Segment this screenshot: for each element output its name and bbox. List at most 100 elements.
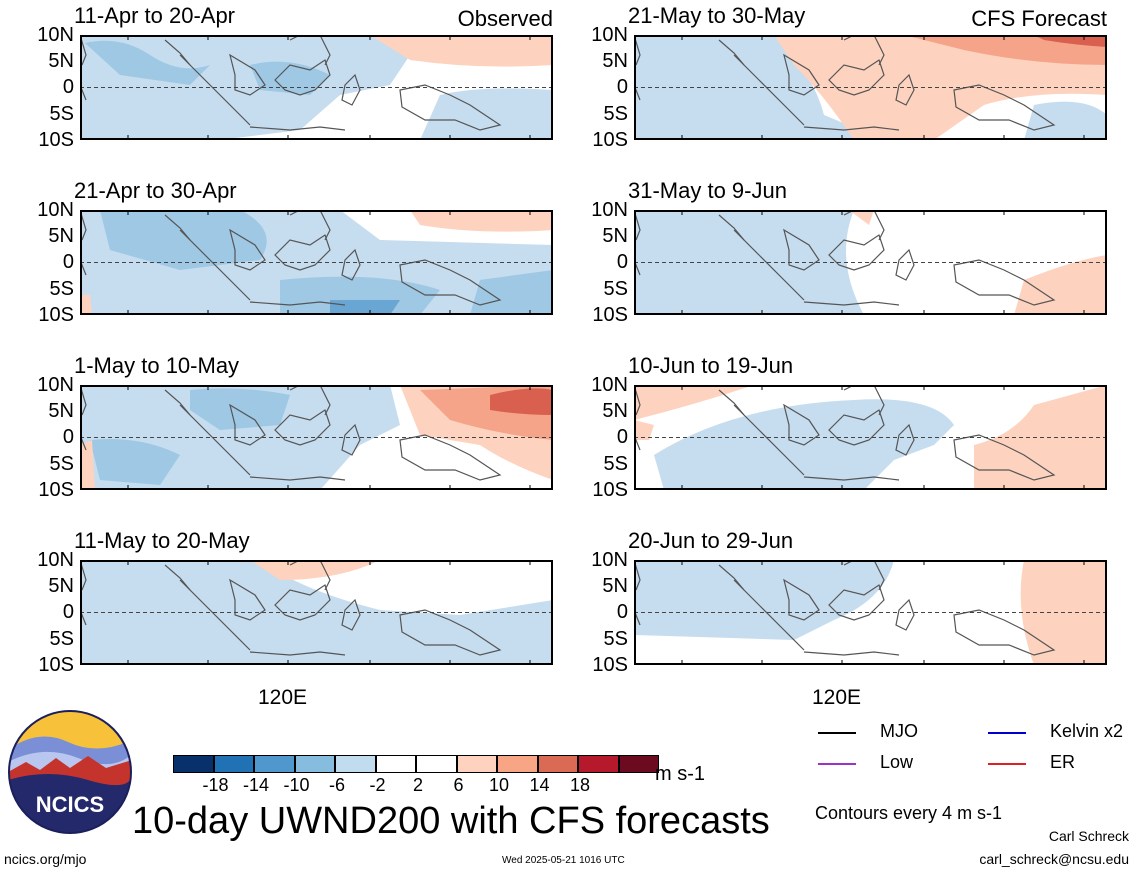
- lat-label: 10N: [591, 199, 628, 221]
- coastline: [229, 228, 266, 271]
- coastline: [341, 423, 361, 456]
- coastline: [249, 126, 346, 131]
- wind-anomaly-region: [100, 210, 267, 270]
- legend-line: [988, 732, 1026, 734]
- lat-label: 10S: [38, 479, 74, 501]
- legend-line: [818, 732, 856, 734]
- coastline: [895, 598, 915, 631]
- lat-label: 10S: [38, 129, 74, 151]
- coastline: [953, 609, 1056, 656]
- panel-title: 21-Apr to 30-Apr: [74, 178, 237, 203]
- coastline: [229, 578, 266, 621]
- lat-label: 5S: [603, 453, 628, 475]
- colorbar-swatch: [416, 755, 457, 773]
- colorbar-swatch: [173, 755, 214, 773]
- coastline: [895, 248, 915, 281]
- colorbar-swatch: [335, 755, 376, 773]
- lat-label: 5S: [603, 278, 628, 300]
- logo-text: NCICS: [36, 792, 104, 817]
- colorbar-tick-label: 2: [412, 775, 424, 795]
- coastline: [249, 301, 346, 306]
- coastline: [319, 35, 331, 66]
- footer-timestamp: Wed 2025-05-21 1016 UTC: [502, 855, 625, 866]
- coastline: [164, 389, 191, 416]
- colorbar-tick-label: -18: [202, 775, 229, 795]
- panel-frame: [80, 210, 553, 315]
- legend-line: [818, 763, 856, 765]
- map-panel: [634, 385, 1107, 490]
- colorbar-swatch: [497, 755, 538, 773]
- coastline: [895, 423, 915, 456]
- panel-frame: [634, 560, 1107, 665]
- coastline: [274, 59, 331, 96]
- legend-line: [988, 763, 1026, 765]
- coastline: [319, 385, 331, 416]
- lat-label: 10N: [37, 24, 74, 46]
- coastline: [733, 404, 805, 476]
- colorbar-unit: m s-1: [655, 763, 705, 785]
- wind-anomaly-region: [410, 210, 553, 232]
- wind-anomaly-region: [634, 420, 654, 440]
- lat-label: 0: [62, 601, 74, 623]
- coastline: [718, 39, 745, 66]
- coastline: [783, 228, 820, 271]
- panel-tag: CFS Forecast: [971, 6, 1107, 31]
- coastline: [873, 385, 885, 416]
- wind-anomaly-region: [849, 210, 874, 225]
- coastline: [783, 578, 820, 621]
- coastline: [803, 301, 900, 306]
- coastline: [718, 214, 745, 241]
- contours-note: Contours every 4 m s-1: [815, 803, 1003, 823]
- colorbar-swatch: [537, 755, 578, 773]
- main-title: 10-day UWND200 with CFS forecasts: [132, 800, 770, 842]
- coastline: [179, 54, 251, 126]
- wind-anomaly-region: [634, 35, 884, 140]
- lat-label: 5N: [602, 400, 628, 422]
- wind-anomaly-region: [370, 35, 553, 67]
- wind-anomaly-region: [80, 295, 92, 315]
- map-panel: [634, 560, 1107, 665]
- wind-anomaly-region: [85, 40, 210, 85]
- wind-anomaly-region: [1034, 35, 1107, 47]
- map-panel: [634, 210, 1107, 315]
- coastline: [718, 564, 745, 591]
- coastline: [274, 584, 331, 621]
- colorbar-tick-label: -2: [369, 775, 386, 795]
- map-panel: [80, 35, 553, 140]
- coastline: [828, 234, 885, 271]
- coastline: [733, 54, 805, 126]
- coastline: [179, 579, 251, 651]
- lat-label: 0: [616, 426, 628, 448]
- coastline: [733, 579, 805, 651]
- lat-label: 10S: [38, 304, 74, 326]
- legend-label: Low: [880, 752, 914, 772]
- map-panel: [80, 210, 553, 315]
- colorbar-swatch: [456, 755, 497, 773]
- lat-label: 0: [616, 76, 628, 98]
- lat-label: 0: [62, 426, 74, 448]
- coastline: [399, 609, 502, 656]
- colorbar-tick-label: 14: [529, 775, 550, 795]
- wind-anomaly-region: [80, 440, 95, 490]
- coastline: [828, 584, 885, 621]
- panel-title: 11-Apr to 20-Apr: [74, 3, 236, 28]
- lat-label: 10S: [592, 304, 628, 326]
- coastline: [164, 564, 191, 591]
- lat-label: 5N: [48, 400, 74, 422]
- panel-title: 1-May to 10-May: [74, 353, 240, 378]
- lat-label: 10N: [37, 199, 74, 221]
- colorbar-swatch: [213, 755, 254, 773]
- wind-anomaly-region: [490, 388, 553, 415]
- lat-label: 10S: [592, 654, 628, 676]
- coastline: [895, 73, 915, 106]
- coastline: [718, 389, 745, 416]
- colorbar-tick-label: 10: [488, 775, 510, 795]
- coastline: [341, 598, 361, 631]
- wind-anomaly-region: [1014, 255, 1107, 315]
- coastline: [828, 59, 885, 96]
- coastline: [803, 651, 900, 656]
- wind-anomaly-region: [250, 560, 380, 580]
- lat-label: 5N: [602, 575, 628, 597]
- lon-label: 120E: [812, 686, 862, 709]
- panel-frame: [634, 35, 1107, 140]
